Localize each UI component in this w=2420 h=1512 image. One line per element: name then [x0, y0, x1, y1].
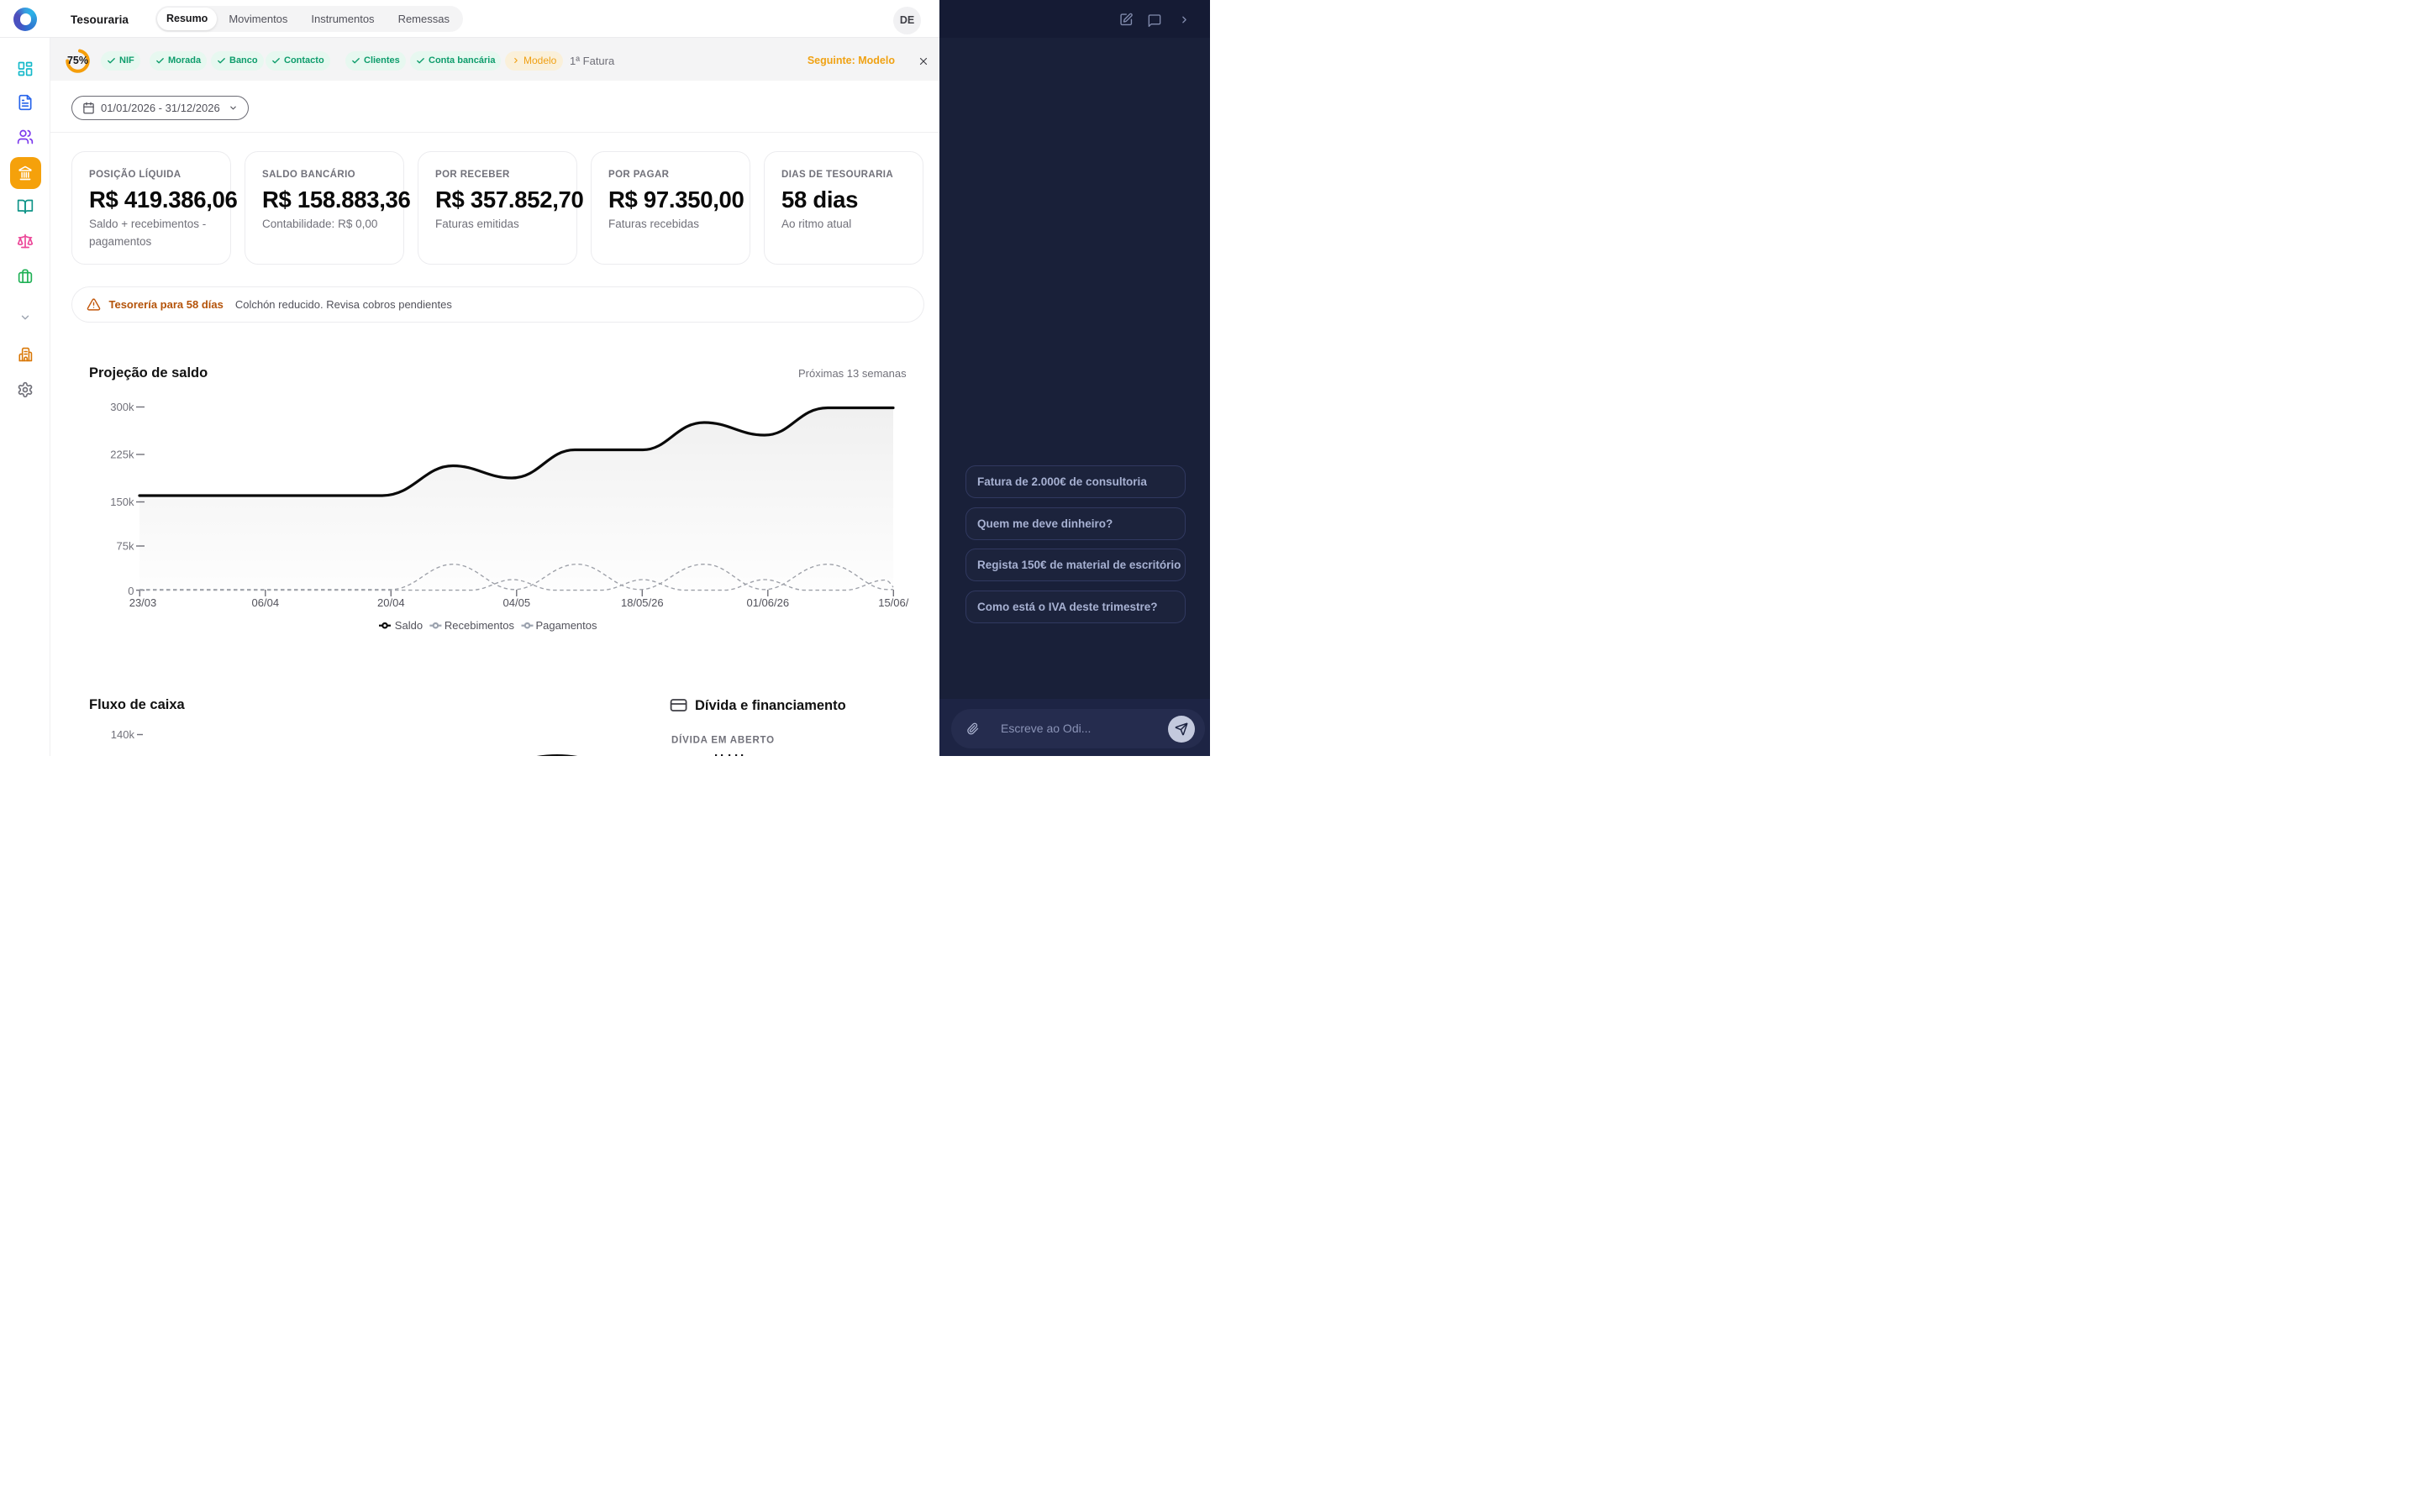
svg-text:23/03: 23/03: [129, 596, 157, 609]
svg-text:Saldo: Saldo: [395, 619, 423, 632]
svg-text:15/06/: 15/06/: [878, 596, 909, 609]
svg-text:04/05: 04/05: [503, 596, 531, 609]
svg-text:0: 0: [128, 585, 134, 597]
svg-text:225k: 225k: [110, 449, 134, 461]
svg-text:300k: 300k: [110, 401, 134, 413]
svg-text:75k: 75k: [117, 540, 134, 553]
svg-text:20/04: 20/04: [377, 596, 405, 609]
svg-text:06/04: 06/04: [252, 596, 280, 609]
svg-text:Fluxo de caixa: Fluxo de caixa: [89, 697, 186, 712]
svg-text:DÍVIDA EM ABERTO: DÍVIDA EM ABERTO: [671, 735, 775, 746]
svg-text:Pagamentos: Pagamentos: [536, 619, 597, 632]
svg-text:Dívida e financiamento: Dívida e financiamento: [695, 698, 846, 713]
svg-text:01/06/26: 01/06/26: [746, 596, 789, 609]
svg-text:140k: 140k: [111, 728, 135, 741]
svg-text:Recebimentos: Recebimentos: [445, 619, 515, 632]
svg-text:18/05/26: 18/05/26: [621, 596, 664, 609]
svg-text:150k: 150k: [110, 496, 134, 508]
